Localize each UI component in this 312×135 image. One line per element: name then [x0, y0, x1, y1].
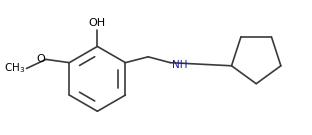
Text: NH: NH: [173, 60, 188, 70]
Text: OH: OH: [89, 18, 106, 28]
Text: CH$_3$: CH$_3$: [4, 62, 25, 75]
Text: O: O: [36, 54, 45, 64]
